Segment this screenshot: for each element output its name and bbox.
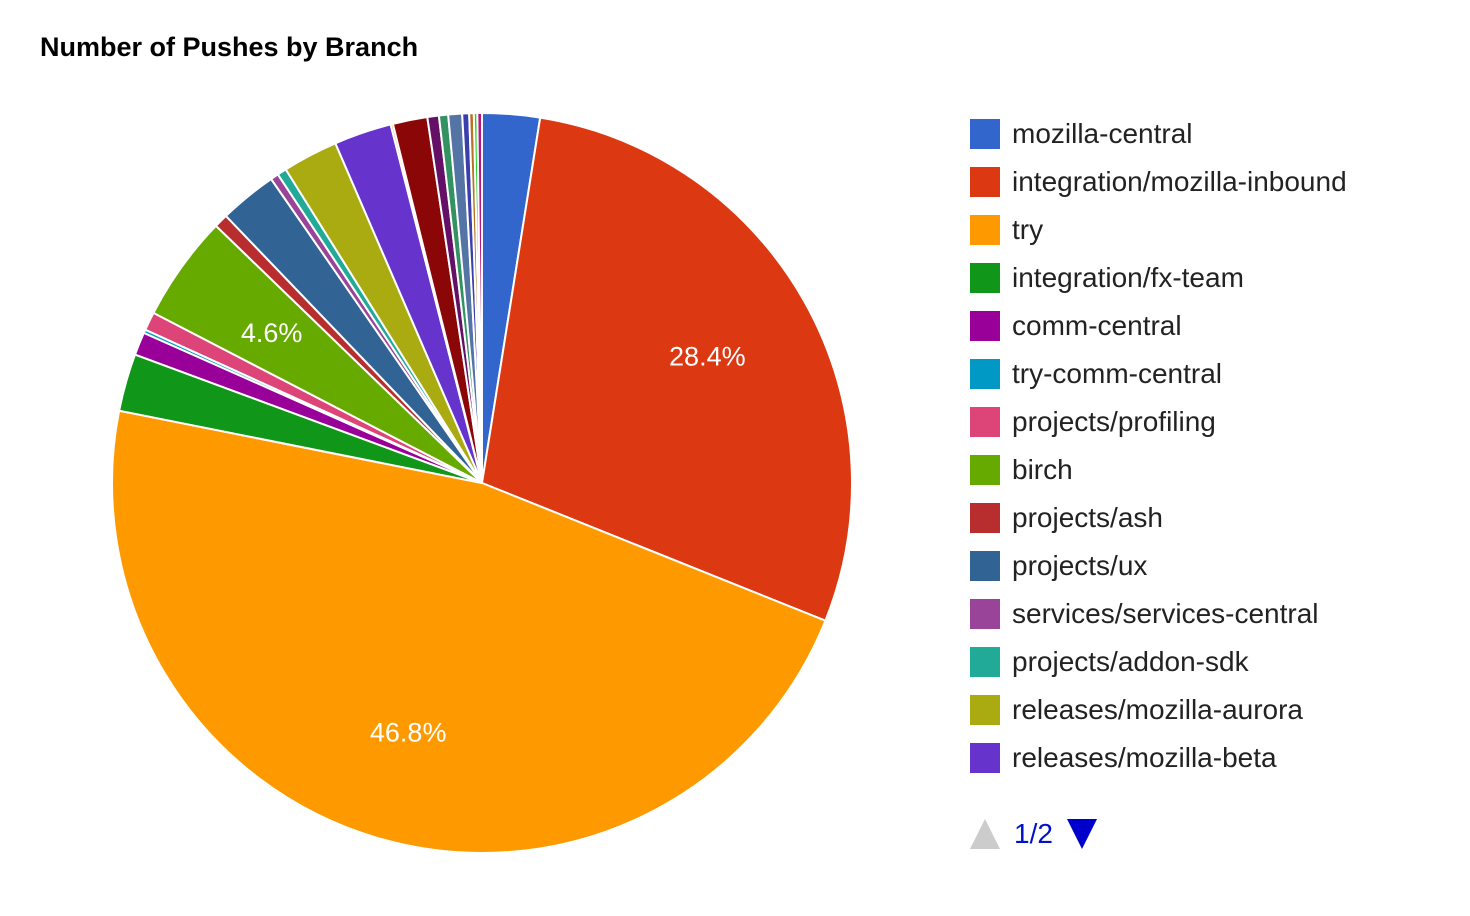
legend-label: projects/ash <box>1012 502 1163 533</box>
legend-label: releases/mozilla-aurora <box>1012 694 1304 725</box>
legend-label: projects/profiling <box>1012 406 1216 437</box>
legend-item[interactable]: integration/mozilla-inbound <box>970 158 1347 206</box>
legend-swatch <box>970 695 1000 725</box>
legend-swatch <box>970 167 1000 197</box>
legend-label: birch <box>1012 454 1073 485</box>
legend-label: projects/ux <box>1012 550 1148 581</box>
legend-swatch <box>970 215 1000 245</box>
legend-swatch <box>970 503 1000 533</box>
next-page-icon[interactable] <box>1066 819 1097 849</box>
legend-item[interactable]: comm-central <box>970 302 1347 350</box>
legend-swatch <box>970 119 1000 149</box>
legend-item[interactable]: projects/addon-sdk <box>970 638 1347 686</box>
legend-pager: 1/2 <box>970 818 1097 850</box>
legend-swatch <box>970 311 1000 341</box>
pie-slice[interactable] <box>480 116 853 623</box>
legend-item[interactable]: integration/fx-team <box>970 254 1347 302</box>
pie-slice[interactable] <box>111 409 827 854</box>
legend-page-indicator: 1/2 <box>1014 818 1053 849</box>
legend-label: try-comm-central <box>1012 358 1223 389</box>
legend-item[interactable]: projects/ash <box>970 494 1347 542</box>
slice-data-label: 4.6% <box>241 318 303 348</box>
legend-label: projects/addon-sdk <box>1012 646 1249 677</box>
legend-swatch <box>970 599 1000 629</box>
chart-title: Number of Pushes by Branch <box>40 32 419 62</box>
legend-label: integration/fx-team <box>1012 262 1244 293</box>
legend-label: try <box>1012 214 1044 245</box>
chart-legend: mozilla-central integration/mozilla-inbou… <box>970 110 1347 782</box>
legend-item[interactable]: projects/profiling <box>970 398 1347 446</box>
legend-swatch <box>970 455 1000 485</box>
legend-label: releases/mozilla-beta <box>1012 742 1277 773</box>
legend-item[interactable]: services/services-central <box>970 590 1347 638</box>
legend-swatch <box>970 359 1000 389</box>
legend-label: services/services-central <box>1012 598 1319 629</box>
slice-data-label: 28.4% <box>669 341 746 371</box>
legend-swatch <box>970 407 1000 437</box>
slice-data-label: 46.8% <box>370 717 447 747</box>
legend-item[interactable]: releases/mozilla-beta <box>970 734 1347 782</box>
pie-slice[interactable] <box>476 111 483 484</box>
legend-swatch <box>970 263 1000 293</box>
legend-label: integration/mozilla-inbound <box>1012 166 1347 197</box>
legend-item[interactable]: try <box>970 206 1347 254</box>
legend-label: comm-central <box>1012 310 1182 341</box>
legend-swatch <box>970 551 1000 581</box>
legend-item[interactable]: projects/ux <box>970 542 1347 590</box>
legend-swatch <box>970 743 1000 773</box>
legend-item[interactable]: birch <box>970 446 1347 494</box>
legend-item[interactable]: mozilla-central <box>970 110 1347 158</box>
previous-page-icon <box>970 819 1000 849</box>
legend-swatch <box>970 647 1000 677</box>
legend-label: mozilla-central <box>1012 118 1193 149</box>
pie-chart: 28.4% 46.8% 4.6% <box>111 111 853 854</box>
legend-item[interactable]: releases/mozilla-aurora <box>970 686 1347 734</box>
legend-item[interactable]: try-comm-central <box>970 350 1347 398</box>
